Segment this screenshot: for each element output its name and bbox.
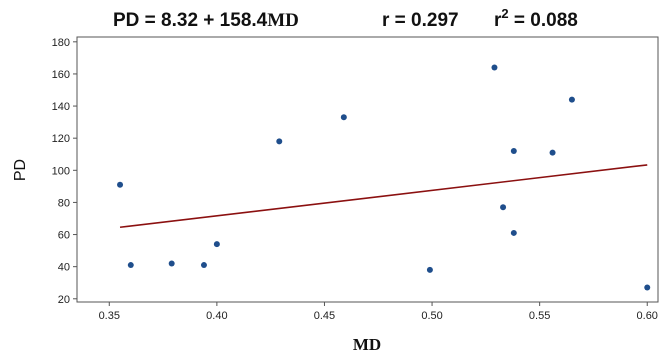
y-tick-label: 120 [52,133,70,145]
title-equation-prefix: PD = 8.32 + 158.4 [113,10,268,31]
regression-line [119,164,648,229]
title-equation: PD = 8.32 + 158.4MD [113,10,299,31]
title-r2-value: = 0.088 [509,10,578,31]
title-r2-exponent: 2 [501,6,508,21]
plot-area-frame [76,36,659,303]
x-tick-label: 0.35 [99,310,120,322]
data-point [276,138,283,145]
data-point [117,181,124,188]
data-point [340,114,347,121]
data-point [568,96,575,103]
y-axis-label: PD [12,159,29,181]
y-tick-label: 80 [58,197,70,209]
title-equation-suffix: MD [267,10,299,31]
data-point [549,149,556,156]
y-axis-ticks: 20 40 60 80 100 120 140 160 180 [52,37,77,306]
data-point [500,204,507,211]
data-point [168,260,175,267]
data-point [127,262,134,269]
x-tick-label: 0.45 [314,310,335,322]
title-r: r = 0.297 [382,10,459,31]
data-point [213,241,220,248]
data-point [644,284,651,291]
y-tick-label: 140 [52,101,70,113]
data-point [200,262,207,269]
x-tick-label: 0.40 [206,310,227,322]
x-tick-label: 0.50 [421,310,442,322]
data-point [510,148,517,155]
x-tick-label: 0.60 [637,310,658,322]
chart-title: PD = 8.32 + 158.4MD r = 0.297 r2 = 0.088 [113,6,578,31]
title-r2-symbol: r [494,10,502,31]
data-point [491,64,498,71]
y-tick-label: 160 [52,69,70,81]
x-axis-ticks: 0.35 0.40 0.45 0.50 0.55 0.60 [99,302,658,322]
x-tick-label: 0.55 [529,310,550,322]
data-points [117,64,651,291]
title-r-squared: r2 = 0.088 [494,6,578,31]
y-tick-label: 180 [52,37,70,49]
y-tick-label: 100 [52,165,70,177]
x-axis-label: MD [353,335,381,354]
y-tick-label: 60 [58,230,70,242]
data-point [510,229,517,236]
y-tick-label: 40 [58,262,70,274]
y-tick-label: 20 [58,294,70,306]
data-point [426,266,433,273]
